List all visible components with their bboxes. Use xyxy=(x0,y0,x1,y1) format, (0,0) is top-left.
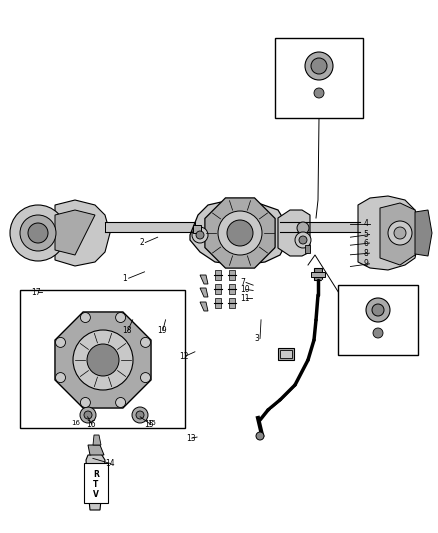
Text: R: R xyxy=(93,470,99,479)
Text: 6: 6 xyxy=(364,239,368,247)
Polygon shape xyxy=(200,302,208,311)
Circle shape xyxy=(299,236,307,244)
Text: 5: 5 xyxy=(364,230,368,239)
Polygon shape xyxy=(88,445,104,455)
Circle shape xyxy=(73,330,133,390)
Bar xyxy=(338,285,418,355)
Bar xyxy=(305,245,310,253)
Text: V: V xyxy=(93,490,99,499)
Circle shape xyxy=(394,227,406,239)
Text: T: T xyxy=(93,480,99,489)
Polygon shape xyxy=(358,196,420,270)
Polygon shape xyxy=(278,210,310,256)
Polygon shape xyxy=(190,200,290,265)
Circle shape xyxy=(80,407,96,423)
Bar xyxy=(215,284,221,294)
Bar xyxy=(314,268,322,280)
Polygon shape xyxy=(205,198,275,268)
Text: 16: 16 xyxy=(71,420,80,426)
Text: 15: 15 xyxy=(145,420,154,429)
Circle shape xyxy=(373,328,383,338)
Text: 12: 12 xyxy=(180,352,189,360)
Polygon shape xyxy=(93,435,101,445)
Circle shape xyxy=(136,411,144,419)
Text: 2: 2 xyxy=(139,238,144,247)
Circle shape xyxy=(227,220,253,246)
Text: 4: 4 xyxy=(364,220,368,228)
Circle shape xyxy=(388,221,412,245)
Circle shape xyxy=(314,88,324,98)
Polygon shape xyxy=(200,288,208,297)
Circle shape xyxy=(297,222,309,234)
Bar xyxy=(84,463,108,503)
Bar xyxy=(105,222,195,232)
Circle shape xyxy=(56,337,66,348)
Polygon shape xyxy=(55,210,95,255)
Circle shape xyxy=(192,227,208,243)
Text: 13: 13 xyxy=(186,434,195,442)
Text: 10: 10 xyxy=(240,285,250,294)
Text: 9: 9 xyxy=(364,260,368,268)
Bar xyxy=(278,348,294,360)
Circle shape xyxy=(141,373,151,383)
Bar xyxy=(105,222,195,232)
Bar xyxy=(311,272,325,277)
Circle shape xyxy=(311,58,327,74)
Polygon shape xyxy=(380,203,420,265)
Text: 18: 18 xyxy=(122,326,131,335)
Bar xyxy=(280,222,360,232)
Circle shape xyxy=(218,211,262,255)
Text: 8: 8 xyxy=(364,249,368,257)
Text: 16: 16 xyxy=(86,420,95,429)
Bar xyxy=(20,290,185,428)
Bar xyxy=(215,298,221,308)
Circle shape xyxy=(20,215,56,251)
Circle shape xyxy=(372,304,384,316)
Circle shape xyxy=(116,312,126,322)
Bar xyxy=(193,225,201,233)
Circle shape xyxy=(295,232,311,248)
Circle shape xyxy=(116,398,126,408)
Polygon shape xyxy=(415,210,432,256)
Circle shape xyxy=(132,407,148,423)
Circle shape xyxy=(28,223,48,243)
Text: 7: 7 xyxy=(240,278,245,287)
Polygon shape xyxy=(55,200,110,266)
Polygon shape xyxy=(200,275,208,284)
Circle shape xyxy=(87,344,119,376)
Bar xyxy=(275,38,363,118)
Circle shape xyxy=(84,411,92,419)
Text: 19: 19 xyxy=(157,326,166,335)
Bar xyxy=(229,270,235,280)
Circle shape xyxy=(196,231,204,239)
Circle shape xyxy=(10,205,66,261)
Circle shape xyxy=(141,337,151,348)
Text: 15: 15 xyxy=(147,420,156,426)
Circle shape xyxy=(81,312,90,322)
Circle shape xyxy=(366,298,390,322)
Bar xyxy=(229,284,235,294)
Circle shape xyxy=(256,432,264,440)
Bar xyxy=(280,350,292,358)
Polygon shape xyxy=(86,452,105,510)
Text: 14: 14 xyxy=(105,459,115,468)
Circle shape xyxy=(81,398,90,408)
Text: 1: 1 xyxy=(123,274,127,282)
Polygon shape xyxy=(55,312,151,408)
Text: 11: 11 xyxy=(240,294,250,303)
Circle shape xyxy=(56,373,66,383)
Bar xyxy=(215,270,221,280)
Bar xyxy=(229,298,235,308)
Text: 3: 3 xyxy=(254,334,259,343)
Circle shape xyxy=(305,52,333,80)
Text: 17: 17 xyxy=(32,288,41,296)
